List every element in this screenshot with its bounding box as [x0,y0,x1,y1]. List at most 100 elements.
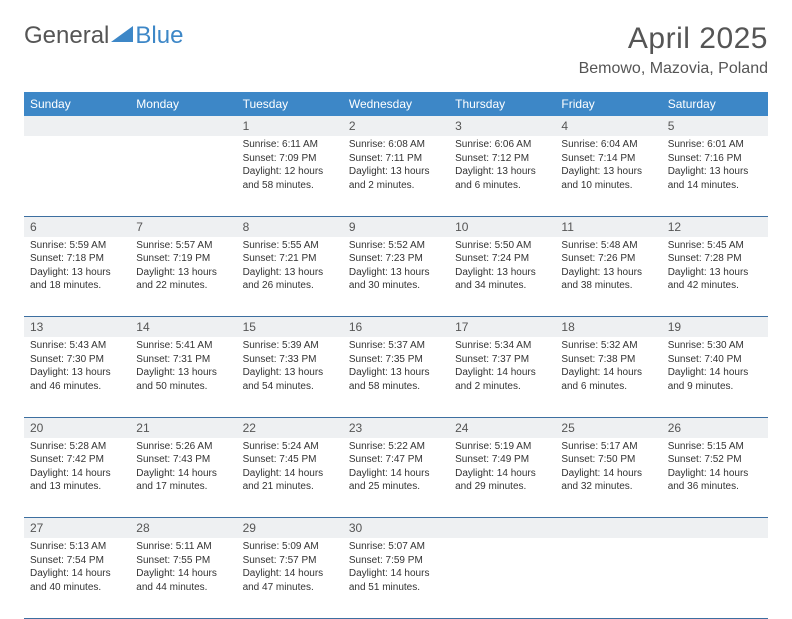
sunrise-text: Sunrise: 5:30 AM [668,339,762,353]
day-number-cell: 9 [343,216,449,237]
sunset-text: Sunset: 7:14 PM [561,152,655,166]
daylight-text: Daylight: 13 hours and 58 minutes. [349,366,443,393]
weekday-header: Wednesday [343,92,449,116]
sunset-text: Sunset: 7:09 PM [243,152,337,166]
day-cell [24,136,130,216]
calendar-page: General Blue April 2025 Bemowo, Mazovia,… [0,0,792,612]
day-content: Sunrise: 5:48 AMSunset: 7:26 PMDaylight:… [555,237,661,299]
daylight-text: Daylight: 14 hours and 21 minutes. [243,467,337,494]
day-cell: Sunrise: 5:28 AMSunset: 7:42 PMDaylight:… [24,438,130,518]
day-content: Sunrise: 5:50 AMSunset: 7:24 PMDaylight:… [449,237,555,299]
daylight-text: Daylight: 14 hours and 40 minutes. [30,567,124,594]
day-cell [449,538,555,618]
sunrise-text: Sunrise: 6:04 AM [561,138,655,152]
day-number-cell: 8 [237,216,343,237]
day-number-cell: 7 [130,216,236,237]
sunset-text: Sunset: 7:18 PM [30,252,124,266]
sunrise-text: Sunrise: 5:32 AM [561,339,655,353]
day-number-cell [449,518,555,539]
day-number-cell: 5 [662,116,768,136]
day-cell: Sunrise: 5:22 AMSunset: 7:47 PMDaylight:… [343,438,449,518]
daylight-text: Daylight: 13 hours and 38 minutes. [561,266,655,293]
day-cell: Sunrise: 5:41 AMSunset: 7:31 PMDaylight:… [130,337,236,417]
sunrise-text: Sunrise: 5:17 AM [561,440,655,454]
day-cell: Sunrise: 5:50 AMSunset: 7:24 PMDaylight:… [449,237,555,317]
day-number: 2 [343,116,449,136]
day-number-cell: 28 [130,518,236,539]
daylight-text: Daylight: 13 hours and 26 minutes. [243,266,337,293]
sunset-text: Sunset: 7:30 PM [30,353,124,367]
sunrise-text: Sunrise: 5:59 AM [30,239,124,253]
daylight-text: Daylight: 13 hours and 30 minutes. [349,266,443,293]
sunset-text: Sunset: 7:37 PM [455,353,549,367]
week-row: Sunrise: 5:59 AMSunset: 7:18 PM Daylight:… [24,237,768,317]
day-cell: Sunrise: 5:17 AMSunset: 7:50 PMDaylight:… [555,438,661,518]
day-cell: Sunrise: 6:08 AMSunset: 7:11 PMDaylight:… [343,136,449,216]
day-number: 4 [555,116,661,136]
day-cell: Sunrise: 5:39 AMSunset: 7:33 PMDaylight:… [237,337,343,417]
day-cell: Sunrise: 5:13 AMSunset: 7:54 PMDaylight:… [24,538,130,618]
month-title: April 2025 [579,22,768,56]
day-number: 28 [130,518,236,538]
sunrise-text: Sunrise: 5:34 AM [455,339,549,353]
sunset-text: Sunset: 7:42 PM [30,453,124,467]
day-number [24,116,130,136]
sunset-text: Sunset: 7:26 PM [561,252,655,266]
day-number: 17 [449,317,555,337]
day-content: Sunrise: 5:11 AMSunset: 7:55 PMDaylight:… [130,538,236,600]
day-cell: Sunrise: 5:43 AMSunset: 7:30 PMDaylight:… [24,337,130,417]
sunrise-text: Sunrise: 5:22 AM [349,440,443,454]
day-number-cell: 24 [449,417,555,438]
daylight-text: Daylight: 13 hours and 50 minutes. [136,366,230,393]
sunset-text: Sunset: 7:40 PM [668,353,762,367]
sunrise-text: Sunrise: 5:26 AM [136,440,230,454]
brand-part2: Blue [135,22,183,50]
sunset-text: Sunset: 7:52 PM [668,453,762,467]
daylight-text: Daylight: 14 hours and 32 minutes. [561,467,655,494]
day-cell: Sunrise: 5:11 AMSunset: 7:55 PMDaylight:… [130,538,236,618]
day-content: Sunrise: 5:07 AMSunset: 7:59 PMDaylight:… [343,538,449,600]
day-cell: Sunrise: 6:01 AMSunset: 7:16 PMDaylight:… [662,136,768,216]
day-number: 27 [24,518,130,538]
day-number-cell: 12 [662,216,768,237]
day-number-cell [662,518,768,539]
day-cell: Sunrise: 5:59 AMSunset: 7:18 PMDaylight:… [24,237,130,317]
sunrise-text: Sunrise: 5:45 AM [668,239,762,253]
day-number-row: 13141516171819 [24,317,768,338]
sunrise-text: Sunrise: 5:09 AM [243,540,337,554]
daylight-text: Daylight: 14 hours and 9 minutes. [668,366,762,393]
week-row: Sunrise: 5:43 AMSunset: 7:30 PMDaylight:… [24,337,768,417]
week-row: Sunrise: 5:28 AMSunset: 7:42 PM Daylight:… [24,438,768,518]
daylight-text: Daylight: 13 hours and 2 minutes. [349,165,443,192]
sunrise-text: Sunrise: 5:50 AM [455,239,549,253]
sunset-text: Sunset: 7:38 PM [561,353,655,367]
day-number-cell: 20 [24,417,130,438]
day-number: 29 [237,518,343,538]
calendar-body: 12345Sunrise: 6:11 AMSunset: 7:09 PMDayl… [24,116,768,618]
day-number-cell: 19 [662,317,768,338]
day-number-cell: 17 [449,317,555,338]
day-content: Sunrise: 5:17 AMSunset: 7:50 PMDaylight:… [555,438,661,500]
sunset-text: Sunset: 7:11 PM [349,152,443,166]
day-number: 20 [24,418,130,438]
weekday-header: Sunday [24,92,130,116]
day-number-row: 6789101112 [24,216,768,237]
sunset-text: Sunset: 7:16 PM [668,152,762,166]
day-number-cell: 15 [237,317,343,338]
sunset-text: Sunset: 7:19 PM [136,252,230,266]
day-content: Sunrise: 5:30 AMSunset: 7:40 PMDaylight:… [662,337,768,399]
day-number-cell [130,116,236,136]
day-number-row: 20212223242526 [24,417,768,438]
day-number-cell: 2 [343,116,449,136]
day-number-cell: 11 [555,216,661,237]
day-cell: Sunrise: 5:19 AMSunset: 7:49 PMDaylight:… [449,438,555,518]
sunrise-text: Sunrise: 6:11 AM [243,138,337,152]
daylight-text: Daylight: 13 hours and 6 minutes. [455,165,549,192]
sunrise-text: Sunrise: 5:28 AM [30,440,124,454]
day-cell: Sunrise: 5:45 AMSunset: 7:28 PMDaylight:… [662,237,768,317]
day-number: 6 [24,217,130,237]
day-number: 26 [662,418,768,438]
sunrise-text: Sunrise: 5:41 AM [136,339,230,353]
daylight-text: Daylight: 14 hours and 36 minutes. [668,467,762,494]
day-number-cell: 14 [130,317,236,338]
